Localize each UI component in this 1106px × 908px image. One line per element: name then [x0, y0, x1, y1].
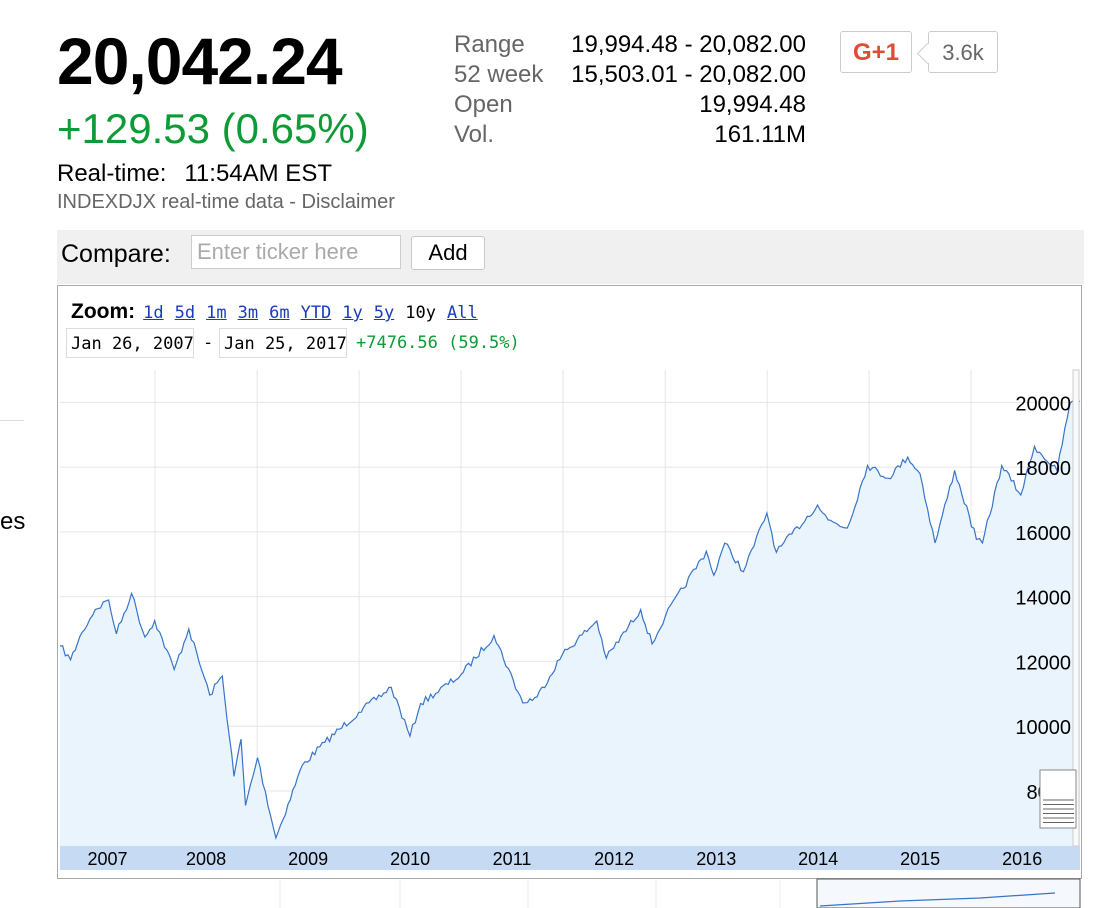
zoom-5d[interactable]: 5d	[174, 303, 196, 323]
x-tick-label: 2007	[87, 849, 127, 869]
stat-label: 52 week	[454, 61, 544, 88]
stat-row-volume: Vol. 161.11M	[454, 120, 806, 150]
price-line	[60, 399, 1081, 840]
price-change: +129.53 (0.65%)	[57, 105, 369, 152]
navigator-line	[819, 892, 1056, 907]
x-tick-label: 2014	[798, 849, 838, 869]
stat-row-range: Range 19,994.48 - 20,082.00	[454, 30, 806, 60]
compare-add-button[interactable]: Add	[411, 236, 485, 270]
zoom-1y[interactable]: 1y	[342, 303, 363, 323]
notes-stack-icon	[1039, 769, 1077, 829]
x-tick-label: 2015	[900, 849, 940, 869]
side-text-fragment: es	[0, 508, 26, 535]
stat-value: 19,994.48	[699, 91, 806, 118]
x-tick-label: 2008	[186, 849, 226, 869]
date-separator: -	[203, 333, 214, 353]
zoom-3m[interactable]: 3m	[237, 303, 259, 323]
zoom-1m[interactable]: 1m	[206, 303, 227, 323]
zoom-ytd[interactable]: YTD	[300, 303, 332, 323]
y-tick-label: 14000	[1015, 588, 1071, 610]
data-source-disclaimer[interactable]: INDEXDJX real-time data - Disclaimer	[57, 191, 395, 213]
zoom-10y-selected[interactable]: 10y	[405, 303, 436, 323]
index-price: 20,042.24	[57, 24, 343, 98]
x-tick-label: 2016	[1002, 849, 1042, 869]
x-axis-band	[60, 846, 1080, 870]
zoom-1d[interactable]: 1d	[143, 303, 164, 323]
y-tick-label: 16000	[1015, 523, 1071, 545]
y-tick-label: 18000	[1015, 458, 1071, 480]
range-change: +7476.56 (59.5%)	[356, 333, 520, 353]
stat-label: Open	[454, 91, 513, 118]
zoom-row: Zoom: 1d 5d 1m 3m 6m YTD 1y 5y 10y All	[71, 300, 489, 324]
compare-ticker-input[interactable]	[191, 235, 401, 269]
stat-value: 19,994.48 - 20,082.00	[571, 31, 806, 58]
stat-row-52-week: 52 week 15,503.01 - 20,082.00	[454, 60, 806, 90]
zoom-6m[interactable]: 6m	[269, 303, 290, 323]
y-tick-label: 20000	[1015, 393, 1071, 415]
stat-value: 161.11M	[714, 121, 806, 148]
start-date-box[interactable]: Jan 26, 2007	[66, 328, 194, 358]
stat-value: 15,503.01 - 20,082.00	[571, 61, 806, 88]
x-tick-label: 2013	[696, 849, 736, 869]
realtime-label: Real-time:	[57, 160, 167, 187]
realtime-time: 11:54AM EST	[184, 160, 332, 187]
end-date-box[interactable]: Jan 25, 2017	[219, 328, 347, 358]
stat-label: Range	[454, 31, 525, 58]
x-tick-label: 2012	[594, 849, 634, 869]
y-tick-label: 10000	[1015, 717, 1071, 739]
compare-label: Compare:	[61, 240, 171, 268]
google-plus-button[interactable]: G+1	[840, 31, 912, 73]
stat-row-open: Open 19,994.48	[454, 90, 806, 120]
zoom-label: Zoom:	[71, 300, 136, 323]
y-tick-label: 12000	[1015, 652, 1071, 674]
zoom-all[interactable]: All	[446, 303, 478, 323]
zoom-5y[interactable]: 5y	[373, 303, 395, 323]
realtime-row: Real-time: 11:54AM EST	[57, 162, 332, 186]
google-plus-count: 3.6k	[928, 31, 998, 73]
x-tick-label: 2010	[390, 849, 430, 869]
x-tick-label: 2009	[288, 849, 328, 869]
right-edge-marker	[1072, 369, 1080, 847]
stat-label: Vol.	[454, 121, 495, 148]
compare-bar: Compare: Add	[57, 230, 1084, 284]
side-divider	[0, 420, 24, 421]
stats-table: Range 19,994.48 - 20,082.00 52 week 15,503…	[454, 30, 806, 150]
area-fill	[60, 400, 1080, 846]
x-tick-label: 2011	[493, 849, 532, 869]
